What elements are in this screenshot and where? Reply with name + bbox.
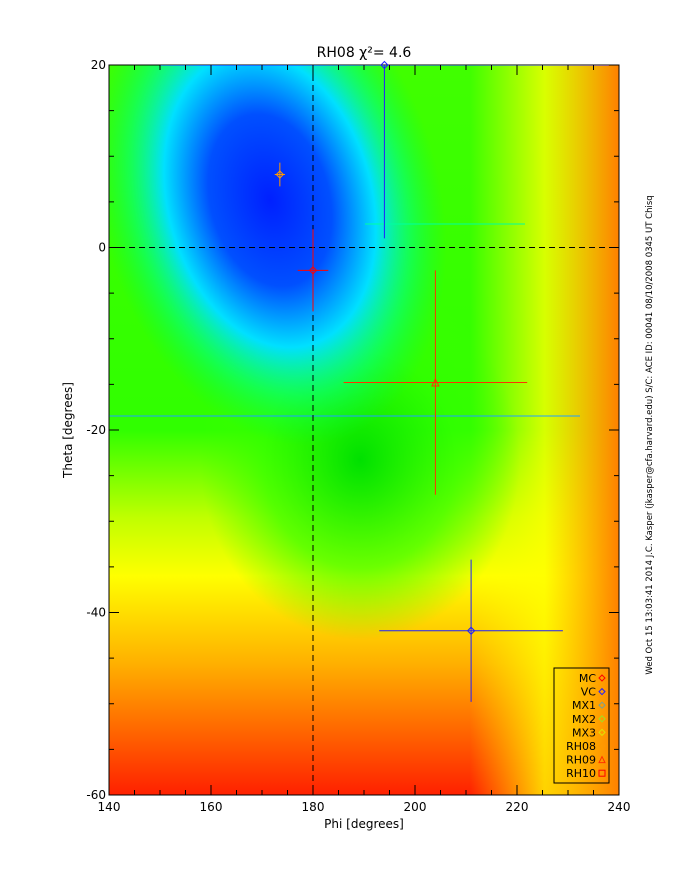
x-tick-label: 220 xyxy=(506,800,529,814)
marker xyxy=(598,715,606,723)
marker xyxy=(598,769,606,777)
marker xyxy=(598,674,606,682)
marker xyxy=(466,626,476,635)
x-axis-label: Phi [degrees] xyxy=(324,817,404,831)
legend-label: RH09 xyxy=(566,754,596,767)
x-tick-label: 180 xyxy=(302,800,325,814)
marker xyxy=(598,742,606,750)
legend-box xyxy=(553,667,610,784)
y-tick-label: -60 xyxy=(86,788,106,802)
marker xyxy=(308,266,318,275)
plot-layer xyxy=(109,65,619,795)
legend-label: MX2 xyxy=(572,713,596,726)
marker xyxy=(275,170,285,179)
y-tick-label: -20 xyxy=(86,423,106,437)
y-tick-label: -40 xyxy=(86,606,106,620)
marker xyxy=(598,701,606,709)
legend-label: MX1 xyxy=(572,699,596,712)
marker xyxy=(431,377,440,387)
legend-label: MX3 xyxy=(572,726,596,739)
chart-title: RH08 χ²= 4.6 xyxy=(317,45,412,61)
legend-label: VC xyxy=(581,686,597,699)
x-tick-label: 240 xyxy=(608,800,631,814)
legend-label: RH10 xyxy=(566,767,596,780)
y-tick-label: 0 xyxy=(98,241,106,255)
contour-background xyxy=(109,65,619,795)
side-note: Wed Oct 15 13:03:41 2014 J.C. Kasper (jk… xyxy=(645,195,655,674)
marker xyxy=(598,755,606,764)
x-tick-label: 140 xyxy=(98,800,121,814)
marker xyxy=(380,60,389,70)
legend-label: RH08 xyxy=(566,740,596,753)
marker xyxy=(598,728,606,737)
x-tick-label: 160 xyxy=(200,800,223,814)
legend-label: MC xyxy=(579,672,596,685)
y-tick-label: 20 xyxy=(91,58,106,72)
y-axis-label: Theta [degrees] xyxy=(61,382,75,479)
marker xyxy=(598,687,606,696)
x-tick-label: 200 xyxy=(404,800,427,814)
